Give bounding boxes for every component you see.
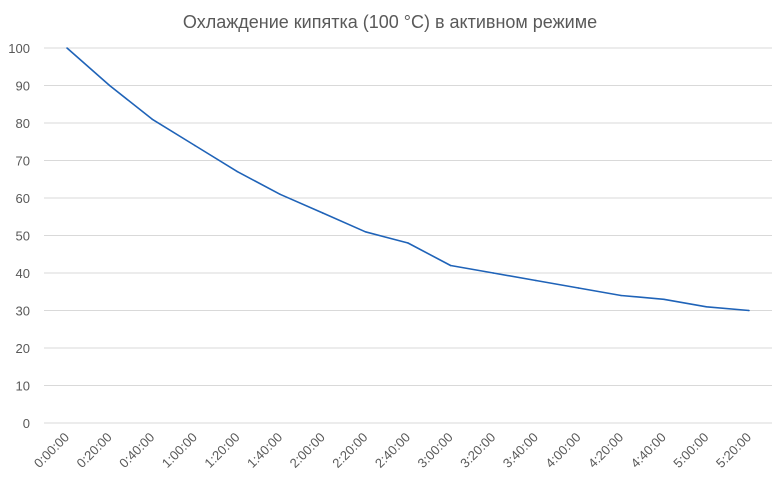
x-tick-label: 0:40:00 bbox=[116, 430, 157, 471]
x-tick-label: 3:20:00 bbox=[457, 430, 498, 471]
data-point bbox=[748, 309, 750, 312]
data-point bbox=[535, 279, 537, 282]
x-tick-label: 5:00:00 bbox=[670, 430, 711, 471]
x-tick-label: 1:20:00 bbox=[201, 430, 242, 471]
x-tick-label: 3:00:00 bbox=[414, 430, 455, 471]
grid-lines bbox=[44, 47, 772, 424]
y-tick-label: 40 bbox=[16, 266, 30, 281]
y-tick-label: 80 bbox=[16, 116, 30, 131]
data-point bbox=[407, 242, 409, 244]
y-tick-label: 10 bbox=[16, 379, 30, 394]
data-point bbox=[194, 144, 196, 147]
data-point bbox=[577, 287, 580, 289]
x-tick-label: 2:40:00 bbox=[372, 430, 413, 471]
data-point bbox=[236, 170, 239, 173]
series-line-0 bbox=[66, 47, 750, 312]
data-point bbox=[66, 47, 68, 49]
x-tick-label: 4:20:00 bbox=[585, 430, 626, 471]
x-tick-label: 4:40:00 bbox=[628, 430, 669, 471]
y-tick-label: 90 bbox=[16, 79, 30, 94]
x-tick-label: 0:00:00 bbox=[31, 430, 72, 471]
x-axis-ticks: 0:00:00 0:20:00 0:40:00 1:00:00 1:20:00 1:40:… bbox=[31, 430, 754, 471]
x-tick-label: 3:40:00 bbox=[500, 430, 541, 471]
y-tick-label: 70 bbox=[16, 154, 30, 169]
y-tick-label: 20 bbox=[16, 341, 30, 356]
y-tick-label: 60 bbox=[16, 191, 30, 206]
x-tick-label: 2:20:00 bbox=[329, 430, 370, 471]
data-point bbox=[705, 305, 708, 308]
y-tick-label: 50 bbox=[16, 229, 30, 244]
x-tick-label: 2:00:00 bbox=[287, 430, 328, 471]
data-point bbox=[151, 118, 154, 121]
chart-title: Охлаждение кипятка (100 °C) в активном р… bbox=[183, 12, 597, 32]
y-tick-label: 0 bbox=[23, 416, 30, 431]
x-tick-label: 0:20:00 bbox=[73, 430, 114, 471]
data-point bbox=[108, 84, 111, 87]
x-tick-label: 4:00:00 bbox=[542, 430, 583, 471]
data-point bbox=[662, 298, 665, 301]
x-tick-label: 1:00:00 bbox=[159, 430, 200, 471]
data-point bbox=[492, 272, 495, 274]
series-layer bbox=[66, 47, 750, 312]
x-tick-label: 5:20:00 bbox=[713, 430, 754, 471]
y-tick-label: 100 bbox=[8, 41, 30, 56]
data-point bbox=[364, 230, 367, 233]
data-point bbox=[321, 212, 324, 214]
data-point bbox=[620, 294, 622, 297]
x-tick-label: 1:40:00 bbox=[244, 430, 285, 471]
y-axis-ticks: 0 10 20 30 40 50 60 70 80 90 100 bbox=[8, 41, 30, 431]
data-point bbox=[449, 264, 452, 267]
data-point bbox=[279, 193, 281, 196]
y-tick-label: 30 bbox=[16, 304, 30, 319]
